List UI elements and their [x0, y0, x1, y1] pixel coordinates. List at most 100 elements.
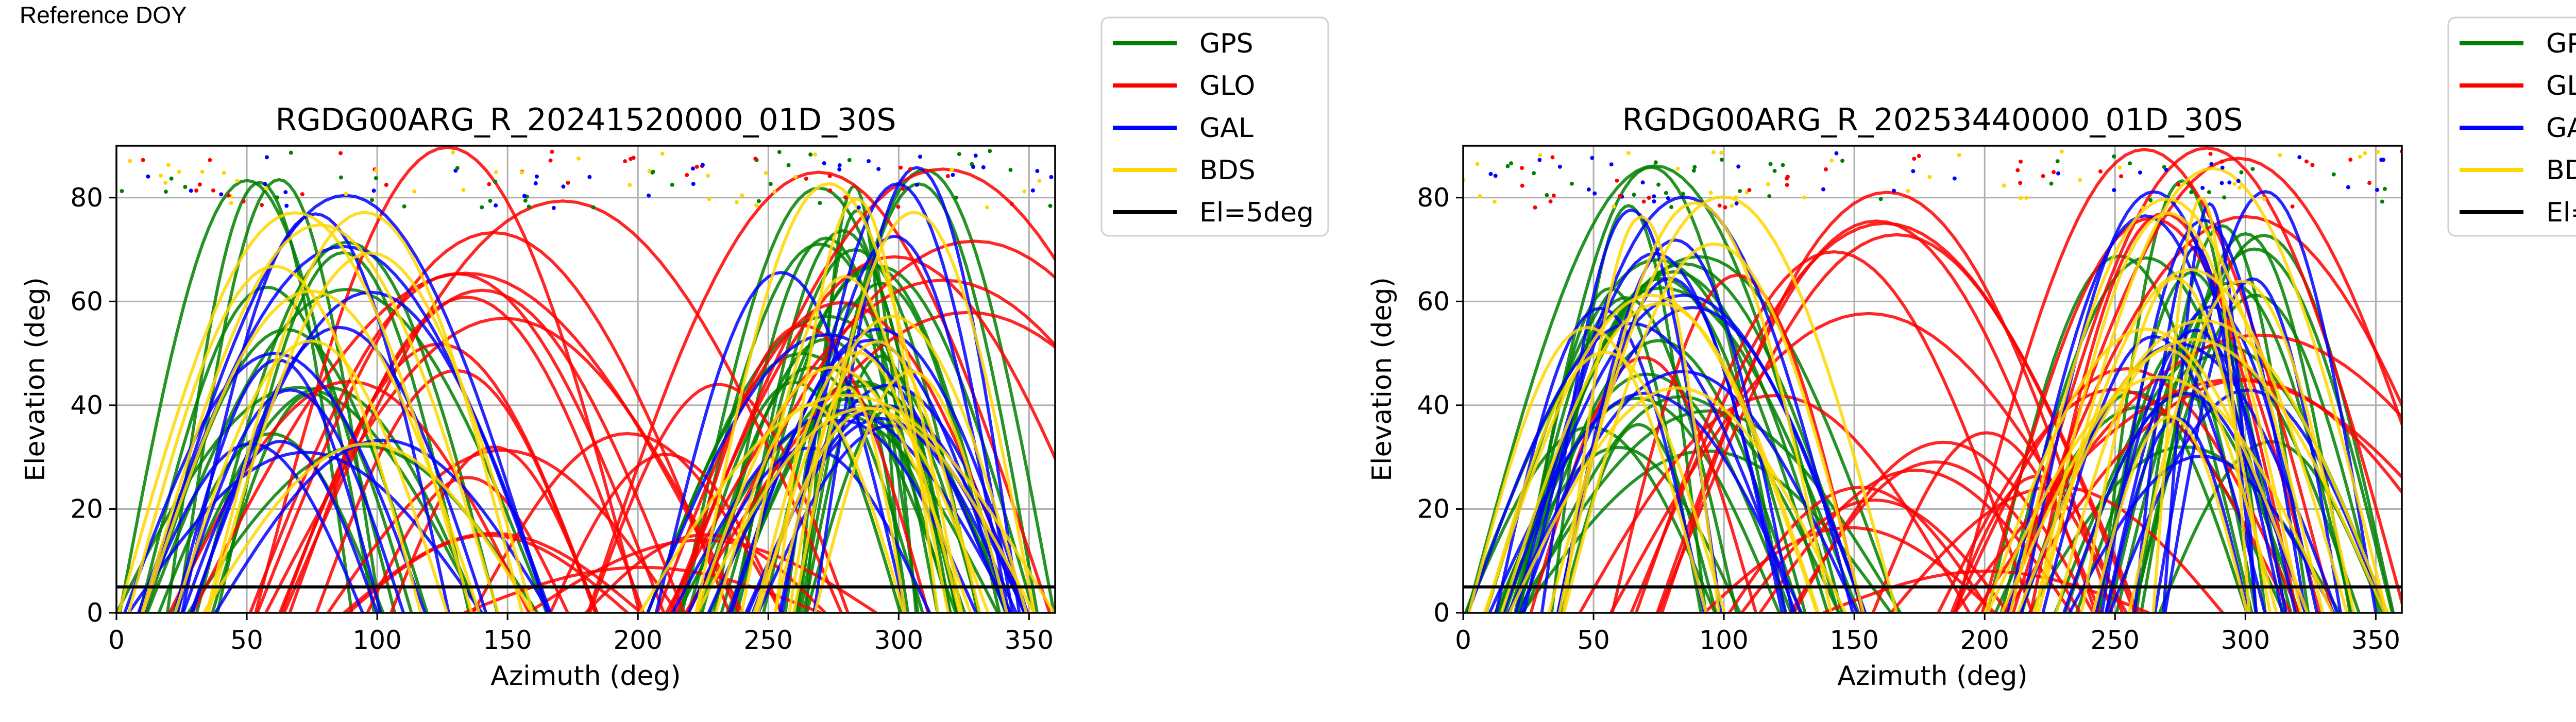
track-point-bds — [159, 174, 163, 178]
track-point-gps — [1569, 181, 1574, 186]
track-point-gal — [2138, 170, 2142, 175]
track-point-glo — [2310, 163, 2315, 167]
track-point-bds — [1734, 195, 1738, 200]
track-bds — [1467, 325, 1708, 613]
track-bds — [1547, 195, 1899, 613]
track-point-bds — [1475, 162, 1480, 166]
track-point-gps — [1767, 194, 1772, 198]
track-bds — [2009, 197, 2325, 613]
track-point-gal — [2346, 185, 2350, 190]
track-point-gal — [918, 154, 922, 159]
track-point-bds — [764, 171, 768, 176]
track-point-gal — [1911, 169, 1916, 174]
legend-label: GLO — [2546, 71, 2576, 101]
track-point-bds — [734, 200, 739, 204]
track-point-gal — [1891, 188, 1896, 193]
track-gal — [123, 352, 427, 613]
track-gps — [116, 386, 481, 613]
track-point-bds — [494, 170, 499, 175]
track-point-gps — [1692, 165, 1697, 169]
track-point-bds — [2002, 183, 2006, 188]
track-point-glo — [2176, 182, 2181, 187]
track-point-gal — [837, 167, 842, 172]
track-bds — [1562, 242, 1865, 613]
track-point-gal — [2200, 185, 2205, 190]
y-axis-label: Elevation (deg) — [20, 277, 51, 482]
track-bds — [714, 403, 906, 613]
track-point-glo — [1533, 205, 1537, 210]
track-glo — [2011, 157, 2402, 613]
track-point-bds — [793, 175, 798, 179]
track-point-glo — [487, 182, 492, 186]
track-point-gal — [1652, 194, 1656, 199]
track-point-gal — [2164, 168, 2168, 173]
y-tick-label: 20 — [70, 494, 103, 524]
track-point-glo — [804, 176, 808, 181]
track-point-gal — [551, 205, 556, 210]
track-point-gps — [1772, 168, 1777, 173]
track-point-glo — [2018, 181, 2023, 185]
track-point-bds — [2117, 165, 2122, 170]
track-point-gps — [1632, 193, 1636, 197]
legend: GPS GLO GAL BDS El=5deg — [1100, 16, 1329, 237]
legend-label: GPS — [2546, 28, 2576, 59]
track-point-bds — [344, 192, 348, 196]
track-point-gps — [455, 166, 460, 170]
track-point-glo — [194, 188, 199, 193]
track-point-gps — [591, 205, 596, 210]
track-point-gps — [1505, 164, 1510, 168]
track-bds — [638, 393, 1055, 613]
track-point-bds — [2078, 178, 2082, 182]
track-point-bds — [1538, 153, 1543, 158]
track-gal — [175, 388, 405, 613]
x-tick-label: 350 — [1005, 625, 1054, 655]
track-point-gal — [700, 163, 705, 167]
legend-box — [1100, 16, 1329, 237]
track-point-gps — [2055, 159, 2060, 164]
track-point-gps — [1532, 171, 1536, 176]
track-point-gps — [374, 176, 378, 180]
track-point-glo — [1747, 188, 1752, 193]
legend-label: BDS — [2546, 155, 2576, 186]
track-point-gal — [1734, 201, 1739, 206]
track-point-bds — [177, 169, 181, 174]
track-point-bds — [2237, 185, 2242, 190]
track-point-bds — [2019, 196, 2023, 200]
track-point-gps — [1840, 159, 1845, 163]
x-tick-label: 100 — [1699, 625, 1748, 655]
x-tick-label: 250 — [744, 625, 793, 655]
track-point-glo — [896, 204, 901, 209]
track-point-bds — [222, 170, 226, 175]
track-point-glo — [1641, 199, 1646, 204]
track-point-bds — [264, 186, 268, 191]
legend: GPS GLO GAL BDS El=5deg — [2447, 16, 2576, 237]
track-point-gal — [690, 166, 695, 171]
track-point-glo — [1520, 183, 1524, 188]
track-point-glo — [908, 167, 912, 171]
x-tick-label: 150 — [1829, 625, 1878, 655]
track-gal — [812, 166, 1021, 613]
track-point-bds — [166, 163, 171, 167]
track-point-gal — [1609, 162, 1614, 167]
track-point-gal — [1557, 164, 1562, 169]
x-tick-label: 150 — [483, 625, 532, 655]
track-bds — [140, 223, 500, 613]
track-point-glo — [827, 174, 832, 178]
track-point-gps — [777, 150, 782, 154]
track-point-bds — [985, 205, 989, 210]
track-bds — [117, 211, 473, 613]
track-glo — [1974, 333, 2402, 613]
track-bds — [205, 211, 524, 613]
track-point-bds — [1906, 188, 1910, 193]
track-point-glo — [211, 188, 216, 193]
track-point-gps — [1509, 161, 1514, 166]
track-glo — [2007, 146, 2402, 613]
track-point-gps — [183, 184, 188, 189]
track-point-glo — [753, 157, 758, 161]
track-point-gal — [822, 161, 826, 165]
track-point-gal — [691, 182, 696, 186]
track-point-bds — [1492, 199, 1497, 204]
track-glo — [668, 255, 1055, 613]
